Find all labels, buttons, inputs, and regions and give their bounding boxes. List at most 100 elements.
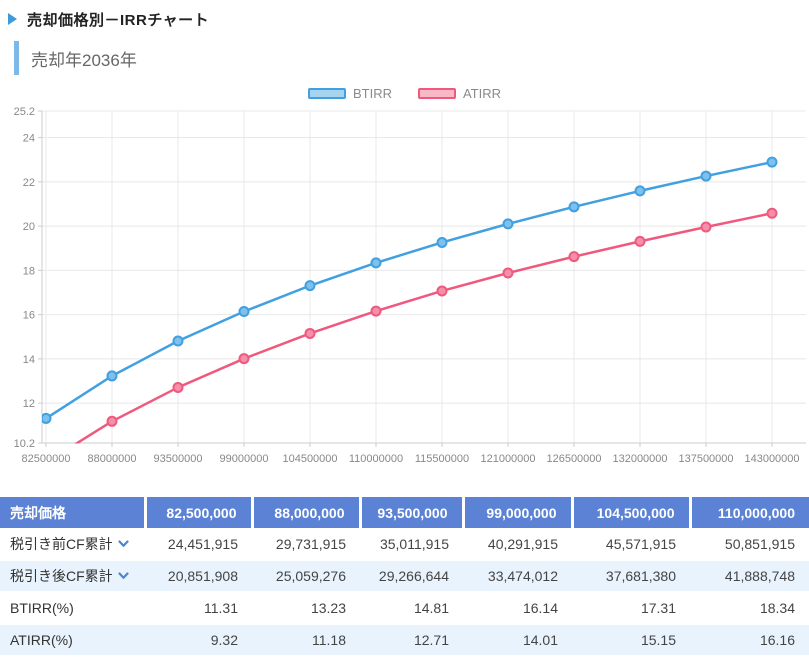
table-cell: 13.23	[252, 592, 360, 625]
sale-year-label: 売却年2036年	[14, 41, 809, 75]
atirr-marker[interactable]	[304, 327, 316, 339]
svg-text:143000000: 143000000	[744, 453, 799, 465]
atirr-marker[interactable]	[238, 353, 250, 365]
atirr-series	[74, 207, 778, 444]
table-cell: 50,851,915	[690, 528, 809, 561]
table-cell: 35,011,915	[360, 528, 463, 561]
legend-swatch-atirr	[417, 87, 456, 99]
btirr-marker[interactable]	[238, 306, 250, 318]
table-row: 税引き前CF累計 24,451,915 29,731,915 35,011,915 40…	[0, 528, 809, 561]
btirr-marker[interactable]	[502, 218, 514, 230]
btirr-marker[interactable]	[436, 236, 448, 248]
table-header-price-label: 売却価格	[0, 497, 147, 528]
table-cell: 14.81	[360, 592, 463, 625]
atirr-marker[interactable]	[370, 305, 382, 317]
chevron-down-icon[interactable]	[118, 572, 129, 580]
page-header: 売却価格別－IRRチャート	[0, 0, 809, 29]
table-cell: 24,451,915	[145, 528, 252, 561]
svg-text:20: 20	[23, 221, 35, 233]
table-header-price-5: 104,500,000	[572, 497, 692, 528]
table-cell: 29,266,644	[360, 560, 463, 593]
table-header-price-3: 93,500,000	[360, 497, 465, 528]
table-header-price-6: 110,000,000	[690, 497, 809, 528]
price-table-head: 売却価格 82,500,000 88,000,000 93,500,000 99,000…	[0, 497, 809, 528]
svg-text:104500000: 104500000	[282, 453, 337, 465]
svg-text:137500000: 137500000	[678, 453, 733, 465]
atirr-marker[interactable]	[436, 285, 448, 297]
table-row: 税引き後CF累計 20,851,908 25,059,276 29,266,644 33…	[0, 560, 809, 593]
row-label-btirr: BTIRR(%)	[0, 592, 145, 625]
table-cell: 20,851,908	[145, 560, 252, 593]
atirr-marker[interactable]	[700, 221, 712, 233]
btirr-series	[42, 156, 778, 424]
table-cell: 25,059,276	[252, 560, 360, 593]
row-label-text: ATIRR(%)	[10, 632, 73, 648]
btirr-marker[interactable]	[766, 156, 778, 168]
table-cell: 11.18	[252, 624, 360, 657]
price-table-body: 税引き前CF累計 24,451,915 29,731,915 35,011,915 40…	[0, 528, 809, 657]
btirr-marker[interactable]	[304, 280, 316, 292]
row-label-atirr: ATIRR(%)	[0, 624, 145, 657]
table-header-price-2: 88,000,000	[252, 497, 362, 528]
svg-text:121000000: 121000000	[480, 453, 535, 465]
table-cell: 14.01	[463, 624, 572, 657]
svg-text:88000000: 88000000	[88, 453, 137, 465]
row-label-pretax-cf-cumulative[interactable]: 税引き前CF累計	[0, 528, 145, 561]
table-cell: 12.71	[360, 624, 463, 657]
svg-text:110000000: 110000000	[349, 453, 403, 465]
btirr-marker[interactable]	[106, 370, 118, 382]
atirr-marker[interactable]	[634, 235, 646, 247]
legend-item-btirr[interactable]: BTIRR	[307, 85, 392, 101]
svg-text:25.2: 25.2	[14, 106, 35, 118]
table-header-price-4: 99,000,000	[463, 497, 574, 528]
axes	[38, 110, 806, 447]
table-cell: 9.32	[145, 624, 252, 657]
btirr-marker[interactable]	[42, 412, 52, 424]
table-cell: 15.15	[572, 624, 690, 657]
atirr-marker[interactable]	[172, 381, 184, 393]
table-cell: 40,291,915	[463, 528, 572, 561]
table-cell: 16.16	[690, 624, 809, 657]
table-cell: 16.14	[463, 592, 572, 625]
row-label-text: 税引き後CF累計	[10, 568, 113, 584]
table-row: BTIRR(%) 11.31 13.23 14.81 16.14 17.31 18.34	[0, 592, 809, 625]
atirr-line	[74, 212, 774, 444]
atirr-marker[interactable]	[766, 207, 778, 219]
table-row: ATIRR(%) 9.32 11.18 12.71 14.01 15.15 16.16	[0, 624, 809, 657]
table-cell: 17.31	[572, 592, 690, 625]
legend-label-btirr: BTIRR	[352, 85, 392, 101]
svg-text:24: 24	[23, 133, 35, 145]
table-cell: 11.31	[145, 592, 252, 625]
svg-text:10.2: 10.2	[14, 438, 35, 450]
atirr-marker[interactable]	[502, 267, 514, 279]
btirr-marker[interactable]	[634, 185, 646, 197]
legend-item-atirr[interactable]: ATIRR	[417, 85, 502, 101]
btirr-marker[interactable]	[172, 335, 184, 347]
row-label-posttax-cf-cumulative[interactable]: 税引き後CF累計	[0, 560, 145, 593]
irr-chart: 10.2 12 14 16 18 20 22 24 25.2 82500000 88000000 93…	[14, 106, 806, 465]
atirr-marker[interactable]	[106, 415, 118, 427]
row-label-text: 税引き前CF累計	[10, 535, 113, 552]
y-axis-labels: 10.2 12 14 16 18 20 22 24 25.2	[14, 106, 35, 450]
section-arrow-icon	[8, 13, 17, 25]
svg-text:93500000: 93500000	[154, 453, 203, 465]
table-cell: 41,888,748	[690, 560, 809, 593]
svg-text:12: 12	[23, 398, 35, 410]
chevron-down-icon[interactable]	[118, 539, 129, 548]
table-cell: 37,681,380	[572, 560, 690, 593]
table-cell: 29,731,915	[252, 528, 360, 561]
btirr-marker[interactable]	[568, 201, 580, 213]
btirr-marker[interactable]	[370, 257, 382, 269]
legend-label-atirr: ATIRR	[462, 85, 502, 101]
svg-text:82500000: 82500000	[22, 453, 71, 465]
gridlines	[42, 110, 806, 444]
svg-text:132000000: 132000000	[612, 453, 667, 465]
svg-text:16: 16	[23, 310, 35, 322]
table-cell: 33,474,012	[463, 560, 572, 593]
table-cell: 18.34	[690, 592, 809, 625]
legend-swatch-btirr	[307, 87, 346, 99]
table-header-price-1: 82,500,000	[145, 497, 254, 528]
atirr-marker[interactable]	[568, 251, 580, 263]
row-label-text: BTIRR(%)	[10, 600, 74, 616]
btirr-marker[interactable]	[700, 170, 712, 182]
